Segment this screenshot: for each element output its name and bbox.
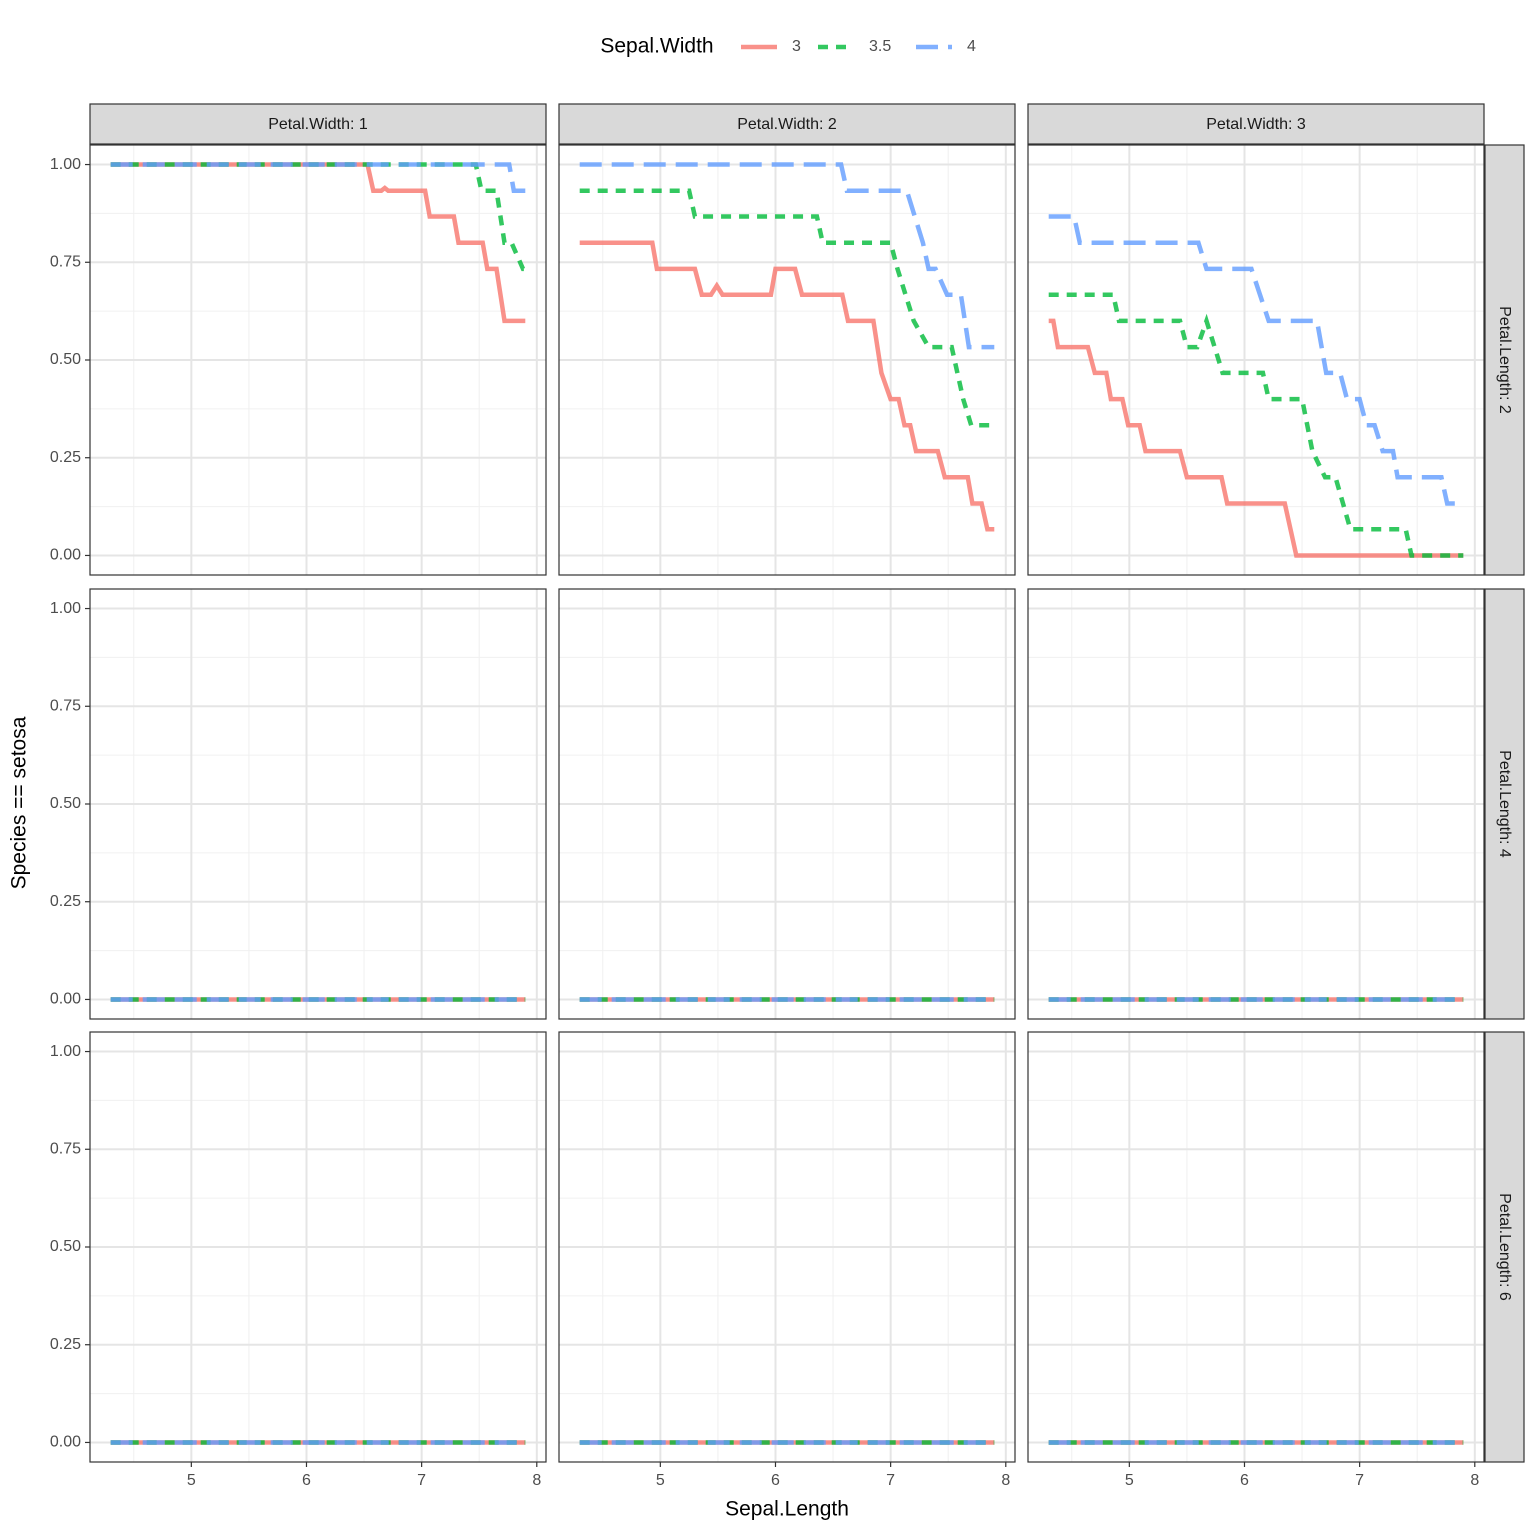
y-tick-label: 0.75: [50, 697, 81, 714]
line-series: [579, 162, 995, 350]
line-series: [579, 188, 995, 428]
row-strip: [1484, 588, 1525, 1020]
x-tick-label: 7: [417, 1472, 426, 1489]
panel-border: [558, 1031, 1016, 1463]
x-tick-label: 5: [1125, 1472, 1134, 1489]
line-series: [110, 162, 526, 272]
y-tick-label: 1.00: [50, 1043, 81, 1060]
y-tick-label: 0.25: [50, 893, 81, 910]
panel-border: [558, 144, 1016, 576]
x-tick-label: 8: [1001, 1472, 1010, 1489]
y-tick-label: 1.00: [50, 156, 81, 173]
x-tick-label: 7: [1355, 1472, 1364, 1489]
y-tick-label: 0.75: [50, 253, 81, 270]
legend-label: 3.5: [869, 38, 891, 55]
x-tick-label: 7: [886, 1472, 895, 1489]
row-strip-label: Petal.Length: 4: [1496, 750, 1513, 858]
x-tick-label: 6: [1240, 1472, 1249, 1489]
column-strip-label: Petal.Width: 3: [1206, 116, 1306, 133]
y-tick-label: 0.75: [50, 1140, 81, 1157]
line-series: [1048, 292, 1464, 558]
x-tick-label: 5: [656, 1472, 665, 1489]
column-strip: [1027, 103, 1485, 145]
panel-border: [1027, 1031, 1485, 1463]
y-tick-label: 0.00: [50, 547, 81, 564]
column-strip: [89, 103, 547, 145]
y-tick-label: 0.00: [50, 991, 81, 1008]
column-strip: [558, 103, 1016, 145]
panel-border: [558, 588, 1016, 1020]
line-series: [1048, 214, 1464, 506]
legend-label: 3: [792, 38, 801, 55]
y-tick-label: 0.50: [50, 1238, 81, 1255]
x-tick-label: 6: [771, 1472, 780, 1489]
y-tick-label: 0.25: [50, 449, 81, 466]
column-strip-label: Petal.Width: 2: [737, 116, 837, 133]
x-tick-label: 5: [187, 1472, 196, 1489]
panel-border: [1027, 588, 1485, 1020]
row-strip: [1484, 1031, 1525, 1463]
x-tick-label: 8: [532, 1472, 541, 1489]
line-series: [110, 162, 526, 324]
column-strip-label: Petal.Width: 1: [268, 116, 368, 133]
legend-label: 4: [967, 38, 976, 55]
y-tick-label: 0.50: [50, 795, 81, 812]
y-tick-label: 0.25: [50, 1336, 81, 1353]
panel-border: [1027, 144, 1485, 576]
legend-title: Sepal.Width: [600, 35, 713, 58]
x-tick-label: 8: [1470, 1472, 1479, 1489]
y-tick-label: 0.50: [50, 351, 81, 368]
y-axis-title: Species == setosa: [8, 716, 31, 889]
y-tick-label: 0.00: [50, 1434, 81, 1451]
line-series: [1048, 318, 1464, 558]
row-strip-label: Petal.Length: 2: [1496, 306, 1513, 414]
y-tick-label: 1.00: [50, 600, 81, 617]
row-strip-label: Petal.Length: 6: [1496, 1193, 1513, 1301]
row-strip: [1484, 144, 1525, 576]
line-series: [579, 240, 995, 532]
x-axis-title: Sepal.Length: [725, 1498, 849, 1521]
x-tick-label: 6: [302, 1472, 311, 1489]
line-series: [110, 162, 526, 193]
